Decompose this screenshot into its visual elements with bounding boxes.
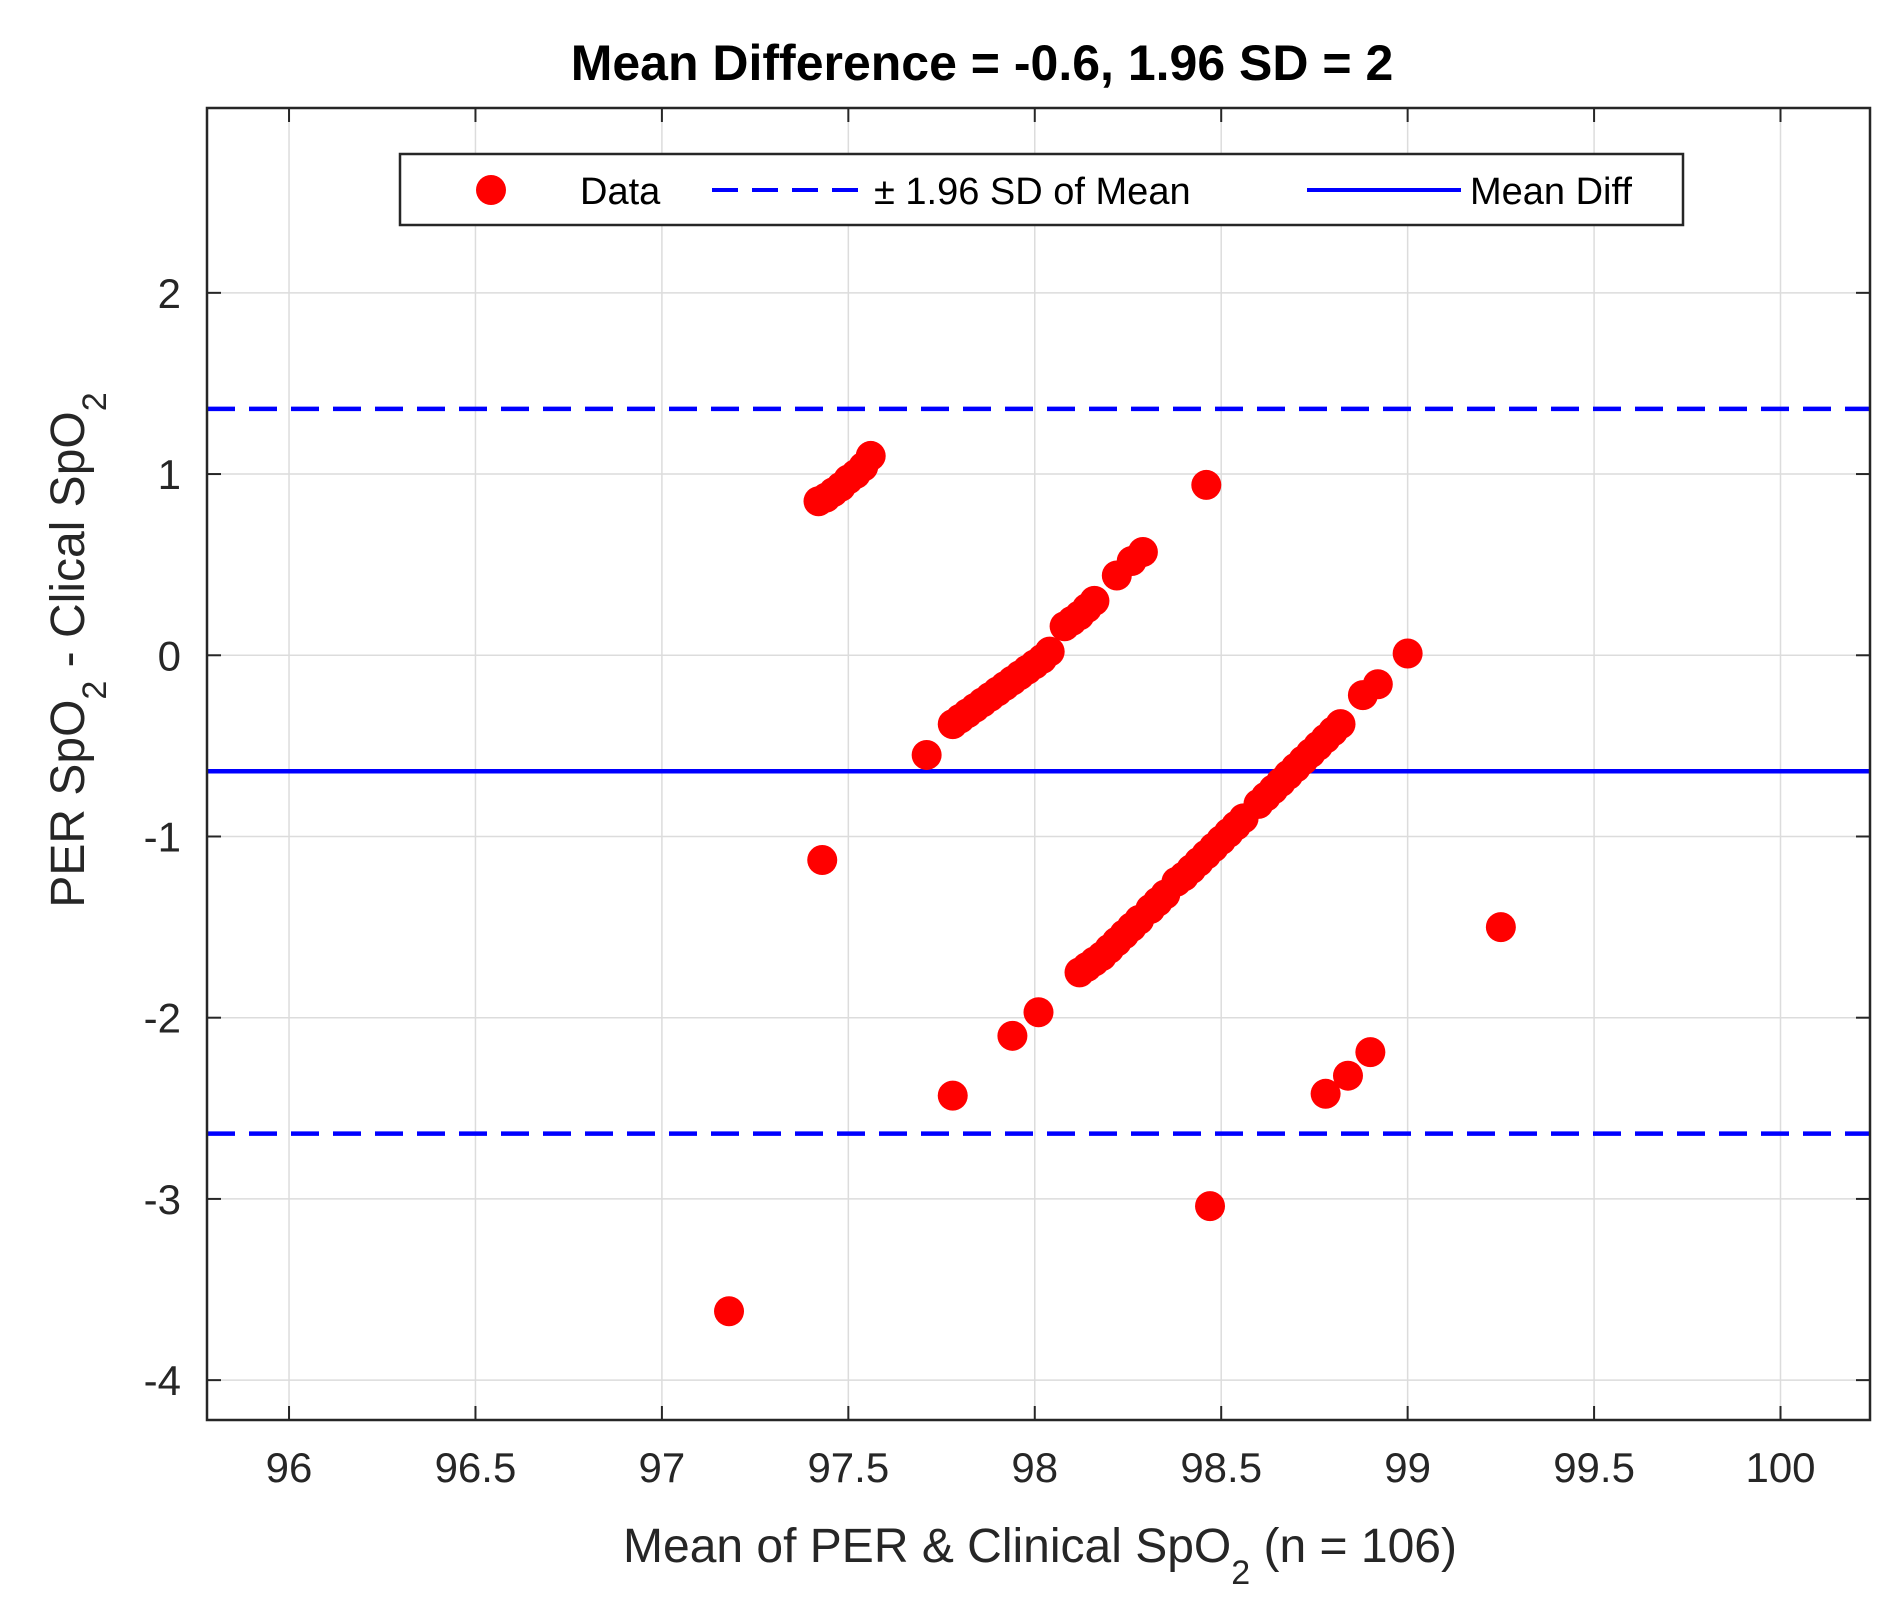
data-point	[714, 1296, 745, 1327]
data-point	[1127, 536, 1158, 567]
data-point	[1355, 1037, 1386, 1068]
y-axis-label-subscript2: 2	[76, 392, 114, 411]
y-tick-label: 0	[158, 632, 181, 679]
x-axis-label-subscript: 2	[1231, 1554, 1250, 1592]
x-axis-label: Mean of PER & Clinical SpO2 (n = 106)	[623, 1520, 1457, 1592]
y-axis-label-subscript1: 2	[76, 681, 114, 700]
x-axis-label-main: Mean of PER & Clinical SpO	[623, 1520, 1231, 1573]
data-point	[1310, 1078, 1341, 1109]
legend: Data ± 1.96 SD of Mean Mean Diff	[398, 152, 1685, 227]
x-tick-label: 99.5	[1553, 1444, 1635, 1491]
data-point	[1191, 469, 1222, 500]
y-axis-ticks: -4 -3 -2 -1 0 1 2	[144, 270, 1870, 1404]
y-tick-label: 2	[158, 270, 181, 317]
x-tick-label: 98.5	[1180, 1444, 1262, 1491]
y-tick-label: -2	[144, 995, 181, 1042]
data-point	[911, 739, 942, 770]
data-points	[714, 440, 1516, 1327]
data-point	[855, 440, 886, 471]
x-tick-label: 96.5	[435, 1444, 517, 1491]
x-tick-label: 99	[1384, 1444, 1431, 1491]
y-axis-label-part2: - Clical SpO	[42, 411, 95, 680]
data-point	[937, 1080, 968, 1111]
data-point	[1362, 669, 1393, 700]
data-point	[1392, 638, 1423, 669]
chart-title: Mean Difference = -0.6, 1.96 SD = 2	[571, 35, 1394, 91]
y-tick-label: -3	[144, 1176, 181, 1223]
x-tick-label: 97.5	[807, 1444, 889, 1491]
limit-lines	[207, 406, 1870, 1136]
plot-frame	[205, 106, 1872, 1422]
data-point	[1034, 636, 1065, 667]
x-tick-label: 100	[1745, 1444, 1815, 1491]
legend-mean-label: Mean Diff	[1470, 171, 1632, 213]
x-tick-label: 98	[1011, 1444, 1058, 1491]
data-point	[997, 1020, 1028, 1051]
y-axis-label: PER SpO2 - Clical SpO2	[42, 392, 114, 907]
data-point	[1332, 1060, 1363, 1091]
y-tick-label: -1	[144, 813, 181, 860]
y-tick-label: -4	[144, 1357, 181, 1404]
data-point	[1325, 709, 1356, 740]
y-axis-label-part1: PER SpO	[42, 700, 95, 908]
y-tick-label: 1	[158, 451, 181, 498]
x-tick-label: 96	[266, 1444, 313, 1491]
legend-box	[398, 152, 1685, 227]
legend-data-label: Data	[580, 171, 661, 213]
data-point	[807, 845, 838, 876]
data-point	[1079, 585, 1110, 616]
x-tick-label: 97	[639, 1444, 686, 1491]
data-point	[1485, 912, 1516, 943]
x-axis-label-suffix: (n = 106)	[1250, 1520, 1457, 1573]
data-point	[1023, 997, 1054, 1028]
legend-sd-label: ± 1.96 SD of Mean	[874, 171, 1191, 213]
data-point	[1195, 1191, 1226, 1222]
x-axis-ticks: 96 96.5 97 97.5 98 98.5 99 99.5 100	[266, 108, 1816, 1491]
legend-data-marker	[476, 175, 506, 205]
